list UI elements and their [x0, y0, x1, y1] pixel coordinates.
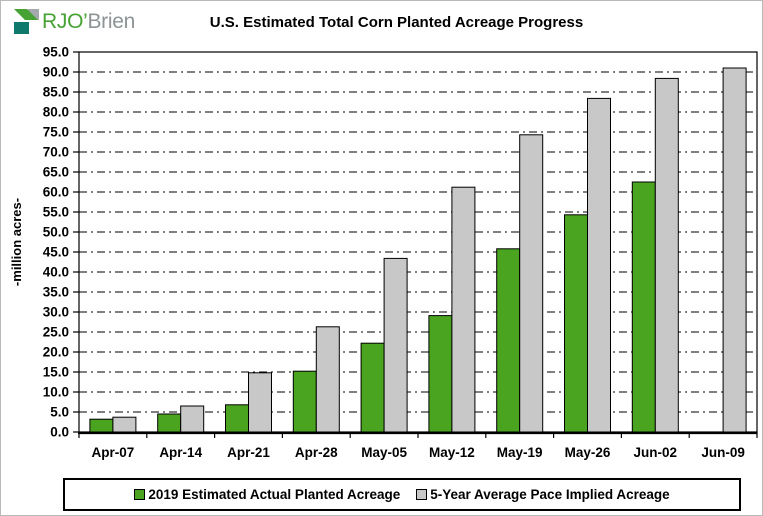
- y-tick-label: 65.0: [43, 165, 69, 180]
- bar-chart-canvas: 0.0 5.0 10.0 15.0 20.0 25.0 30.0 35.0 40.0 45.0 50…: [9, 45, 758, 460]
- y-tick-label: 70.0: [43, 145, 69, 160]
- bar-actual-Apr-28: [292, 370, 317, 433]
- legend-item-average: 5-Year Average Pace Implied Acreage: [416, 487, 670, 502]
- bar-average-May-12: [451, 186, 476, 433]
- legend-swatch-actual: [134, 489, 146, 500]
- x-tick-label: May-12: [429, 445, 475, 460]
- bar-actual-May-26: [564, 214, 588, 433]
- y-tick-label: 10.0: [43, 385, 69, 400]
- bar-average-Apr-21: [248, 372, 272, 433]
- x-tick-label: Apr-21: [227, 445, 270, 460]
- y-tick-label: 5.0: [50, 405, 69, 420]
- logo-text-brien: Brien: [87, 9, 135, 33]
- logo-text-rjo: RJO’: [42, 9, 88, 33]
- chart-legend: 2019 Estimated Actual Planted Acreage 5-…: [63, 478, 741, 511]
- y-tick-label: 55.0: [43, 205, 69, 220]
- bar-average-Apr-14: [180, 405, 205, 433]
- y-tick-label: 25.0: [43, 325, 69, 340]
- legend-label-actual: 2019 Estimated Actual Planted Acreage: [148, 487, 401, 502]
- bar-actual-May-19: [496, 248, 521, 433]
- x-tick-label: Apr-07: [92, 445, 135, 460]
- y-tick-label: 0.0: [50, 425, 69, 440]
- x-tick-label: May-26: [565, 445, 611, 460]
- chart-title: U.S. Estimated Total Corn Planted Acreag…: [209, 14, 584, 31]
- bar-average-Jun-02: [654, 77, 679, 433]
- x-tick-label: Jun-02: [634, 445, 678, 460]
- y-tick-label: 85.0: [43, 85, 69, 100]
- bar-actual-Apr-14: [157, 413, 182, 433]
- y-tick-label: 75.0: [43, 125, 69, 140]
- bar-actual-May-05: [360, 342, 385, 433]
- y-tick-label: 90.0: [43, 65, 69, 80]
- y-tick-label: 60.0: [43, 185, 69, 200]
- y-tick-label: 45.0: [43, 245, 69, 260]
- x-tick-label: May-19: [497, 445, 543, 460]
- y-tick-label: 20.0: [43, 345, 69, 360]
- y-tick-label: 95.0: [43, 45, 69, 60]
- x-tick-label: May-05: [361, 445, 407, 460]
- bar-average-Jun-09: [722, 67, 747, 433]
- bar-average-Apr-28: [315, 326, 340, 433]
- legend-item-actual: 2019 Estimated Actual Planted Acreage: [134, 487, 400, 502]
- logo-text: RJO’Brien: [42, 10, 135, 34]
- bar-actual-May-12: [428, 315, 453, 433]
- y-tick-label: 50.0: [43, 225, 69, 240]
- y-tick-label: 30.0: [43, 305, 69, 320]
- bar-actual-Apr-07: [89, 418, 114, 433]
- y-tick-label: 35.0: [43, 285, 69, 300]
- x-tick-label: Apr-14: [159, 445, 202, 460]
- x-tick-label: Jun-09: [701, 445, 745, 460]
- y-tick-label: 15.0: [43, 365, 69, 380]
- y-axis-title: -million acres-: [9, 198, 24, 286]
- legend-swatch-average: [416, 489, 428, 500]
- bar-actual-Apr-21: [225, 404, 249, 433]
- bar-average-May-26: [587, 97, 611, 433]
- bar-average-May-05: [383, 257, 408, 433]
- rjobrien-logo-icon: [14, 9, 39, 34]
- rjobrien-logo: RJO’Brien: [14, 9, 135, 34]
- bar-average-May-19: [519, 134, 544, 433]
- x-tick-label: Apr-28: [295, 445, 338, 460]
- y-tick-label: 80.0: [43, 105, 69, 120]
- bar-actual-Jun-02: [631, 181, 656, 433]
- legend-label-average: 5-Year Average Pace Implied Acreage: [430, 487, 670, 502]
- bar-average-Apr-07: [112, 416, 137, 433]
- y-tick-label: 40.0: [43, 265, 69, 280]
